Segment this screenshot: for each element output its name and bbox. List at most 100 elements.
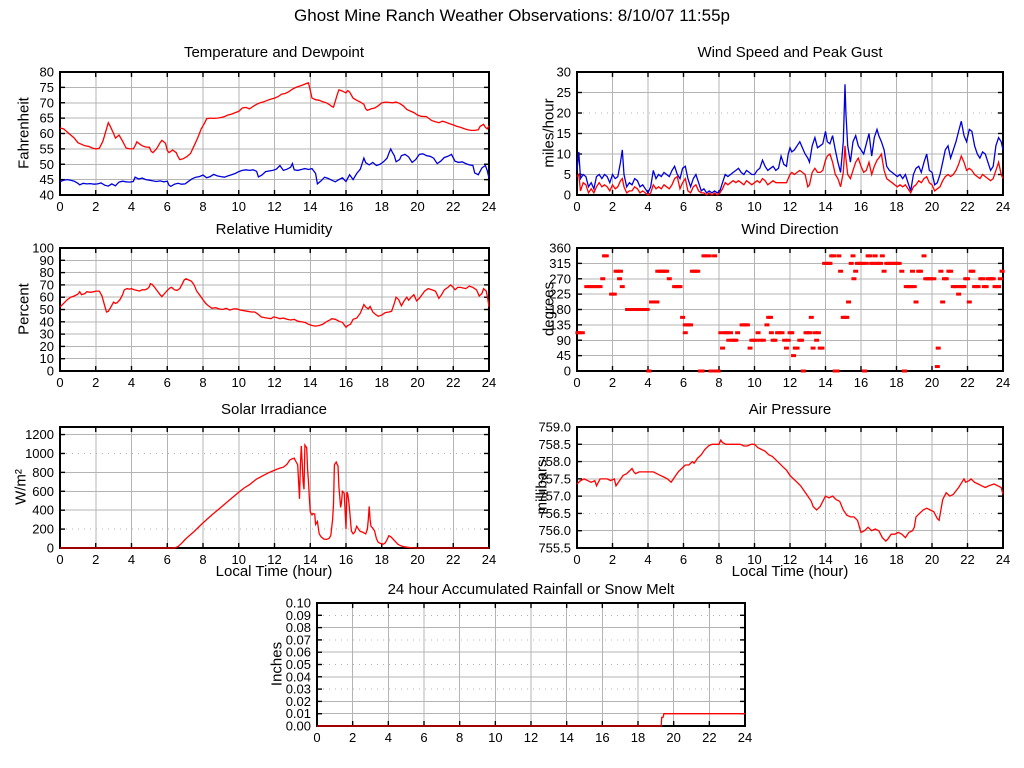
svg-text:10: 10 (232, 199, 246, 214)
svg-text:6: 6 (420, 730, 427, 745)
svg-text:10: 10 (747, 375, 761, 390)
svg-text:0: 0 (313, 730, 320, 745)
svg-text:16: 16 (339, 375, 353, 390)
svg-text:360: 360 (549, 241, 571, 256)
svg-text:757.5: 757.5 (538, 471, 571, 486)
svg-text:24: 24 (482, 199, 496, 214)
svg-text:10: 10 (232, 375, 246, 390)
svg-text:6: 6 (680, 375, 687, 390)
svg-text:600: 600 (32, 484, 54, 499)
svg-text:270: 270 (549, 271, 571, 286)
svg-text:800: 800 (32, 465, 54, 480)
svg-text:4: 4 (128, 375, 135, 390)
svg-text:2: 2 (609, 375, 616, 390)
svg-text:0: 0 (564, 364, 571, 379)
svg-text:755.5: 755.5 (538, 541, 571, 556)
svg-text:22: 22 (446, 552, 460, 567)
x-axis-label-local-time-left: Local Time (hour) (215, 563, 333, 580)
svg-text:0.01: 0.01 (286, 706, 311, 721)
svg-text:10: 10 (747, 552, 761, 567)
svg-text:6: 6 (164, 552, 171, 567)
svg-text:2: 2 (609, 199, 616, 214)
svg-text:12: 12 (783, 199, 797, 214)
svg-text:80: 80 (40, 265, 54, 280)
svg-text:12: 12 (267, 375, 281, 390)
x-axis-label-local-time-right: Local Time (hour) (731, 563, 849, 580)
svg-text:10: 10 (488, 730, 502, 745)
svg-text:10: 10 (40, 351, 54, 366)
svg-text:50: 50 (40, 302, 54, 317)
svg-text:15: 15 (557, 126, 571, 141)
svg-text:80: 80 (40, 65, 54, 80)
svg-text:14: 14 (303, 552, 317, 567)
chart-title-temperature-dewpoint: Temperature and Dewpoint (183, 44, 365, 61)
svg-text:65: 65 (40, 111, 54, 126)
svg-text:4: 4 (644, 552, 651, 567)
svg-text:2: 2 (92, 552, 99, 567)
svg-text:24: 24 (996, 552, 1010, 567)
svg-text:30: 30 (557, 65, 571, 80)
svg-text:756.5: 756.5 (538, 506, 571, 521)
svg-text:70: 70 (40, 277, 54, 292)
svg-text:1200: 1200 (25, 427, 54, 442)
svg-text:2: 2 (92, 375, 99, 390)
svg-text:55: 55 (40, 141, 54, 156)
svg-text:6: 6 (680, 199, 687, 214)
svg-text:20: 20 (925, 552, 939, 567)
svg-text:18: 18 (889, 199, 903, 214)
svg-text:100: 100 (32, 241, 54, 256)
svg-text:20: 20 (410, 375, 424, 390)
svg-text:45: 45 (40, 172, 54, 187)
svg-text:8: 8 (199, 552, 206, 567)
svg-text:18: 18 (889, 375, 903, 390)
svg-text:5: 5 (564, 167, 571, 182)
svg-text:4: 4 (644, 375, 651, 390)
svg-text:0.05: 0.05 (286, 657, 311, 672)
svg-text:16: 16 (854, 552, 868, 567)
svg-text:8: 8 (715, 375, 722, 390)
svg-text:12: 12 (267, 552, 281, 567)
svg-text:16: 16 (854, 375, 868, 390)
svg-text:0.00: 0.00 (286, 719, 311, 734)
svg-text:756.0: 756.0 (538, 523, 571, 538)
svg-text:16: 16 (339, 199, 353, 214)
svg-text:24: 24 (482, 552, 496, 567)
svg-text:6: 6 (680, 552, 687, 567)
chart-title-rainfall: 24 hour Accumulated Rainfall or Snow Mel… (387, 581, 675, 598)
svg-text:758.5: 758.5 (538, 437, 571, 452)
svg-text:0: 0 (573, 199, 580, 214)
svg-text:18: 18 (889, 552, 903, 567)
svg-text:759.0: 759.0 (538, 420, 571, 435)
svg-text:14: 14 (303, 375, 317, 390)
svg-text:135: 135 (549, 317, 571, 332)
svg-text:0: 0 (47, 364, 54, 379)
svg-text:0: 0 (573, 375, 580, 390)
svg-text:8: 8 (199, 199, 206, 214)
chart-title-solar-irradiance: Solar Irradiance (221, 401, 327, 418)
svg-text:758.0: 758.0 (538, 454, 571, 469)
svg-text:90: 90 (40, 253, 54, 268)
svg-text:14: 14 (818, 552, 832, 567)
chart-title-relative-humidity: Relative Humidity (215, 221, 333, 238)
svg-text:1000: 1000 (25, 446, 54, 461)
svg-text:60: 60 (40, 126, 54, 141)
page-title: Ghost Mine Ranch Weather Observations: 8… (294, 6, 730, 25)
chart-title-wind-direction: Wind Direction (741, 221, 839, 238)
svg-text:18: 18 (375, 552, 389, 567)
svg-text:20: 20 (40, 339, 54, 354)
svg-text:22: 22 (446, 375, 460, 390)
svg-text:2: 2 (92, 199, 99, 214)
svg-text:0.07: 0.07 (286, 632, 311, 647)
svg-text:0.04: 0.04 (286, 669, 311, 684)
svg-text:10: 10 (747, 199, 761, 214)
svg-text:45: 45 (557, 348, 571, 363)
svg-text:757.0: 757.0 (538, 489, 571, 504)
svg-text:16: 16 (339, 552, 353, 567)
svg-text:40: 40 (40, 188, 54, 203)
svg-text:70: 70 (40, 95, 54, 110)
svg-text:14: 14 (303, 199, 317, 214)
svg-text:0: 0 (573, 552, 580, 567)
svg-text:12: 12 (267, 199, 281, 214)
